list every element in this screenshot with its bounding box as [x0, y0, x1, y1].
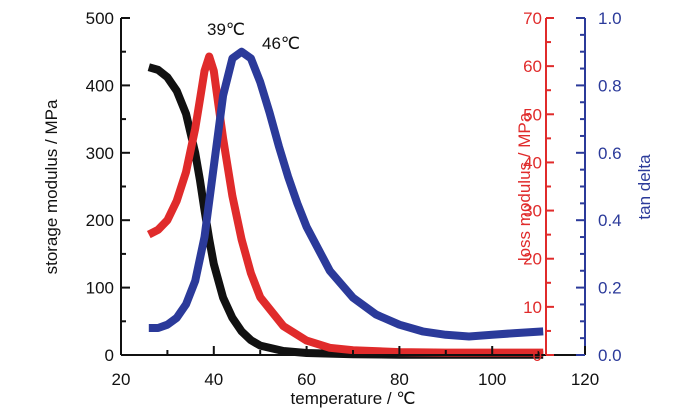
loss-tick-label: 20 [523, 250, 542, 269]
tan-tick-label: 0.0 [598, 346, 622, 365]
series-line-tan [148, 47, 544, 341]
annotation-loss-peak: 39℃ [207, 20, 245, 39]
x-tick-label: 20 [112, 370, 131, 389]
storage-tick-label: 400 [86, 76, 114, 95]
storage-tick-label: 200 [86, 211, 114, 230]
tan-tick-label: 0.6 [598, 144, 622, 163]
x-tick-label: 100 [478, 370, 506, 389]
tan-tick-label: 0.8 [598, 76, 622, 95]
storage-tick-label: 500 [86, 9, 114, 28]
loss-tick-label: 60 [523, 57, 542, 76]
x-axis-title: temperature / ℃ [291, 389, 416, 408]
x-tick-label: 80 [390, 370, 409, 389]
ticks-layer: 20 40 60 80 100 120 0 100 200 300 400 500 0 10 20 30 40 5… [86, 9, 622, 389]
loss-tick-label: 0 [533, 346, 542, 365]
x-tick-label: 40 [204, 370, 223, 389]
storage-tick-label: 300 [86, 144, 114, 163]
loss-tick-label: 30 [523, 202, 542, 221]
loss-tick-label: 40 [523, 153, 542, 172]
x-tick-label: 60 [297, 370, 316, 389]
annotation-tan-peak: 46℃ [262, 34, 300, 53]
loss-tick-label: 10 [523, 298, 542, 317]
loss-axis-title: loss modulus / MPa [515, 112, 534, 261]
loss-tick-label: 70 [523, 9, 542, 28]
storage-tick-label: 100 [86, 279, 114, 298]
storage-axis-title: storage modulus / MPa [42, 99, 61, 274]
tan-tick-label: 1.0 [598, 9, 622, 28]
storage-tick-label: 0 [105, 346, 114, 365]
loss-tick-label: 50 [523, 105, 542, 124]
tan-tick-label: 0.4 [598, 211, 622, 230]
tan-tick-label: 0.2 [598, 279, 622, 298]
x-tick-label: 120 [571, 370, 599, 389]
series-line-loss [146, 52, 544, 357]
series-layer [146, 47, 544, 359]
tan-axis-title: tan delta [635, 154, 654, 220]
